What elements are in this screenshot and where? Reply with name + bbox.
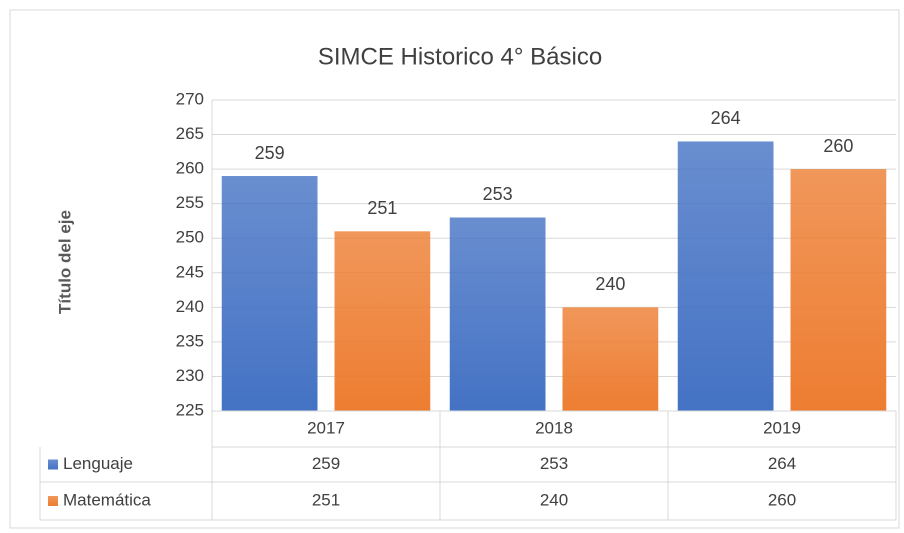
y-tick-label: 255 [176,193,204,212]
y-tick-label: 250 [176,228,204,247]
table-value: 240 [540,490,568,509]
value-label: 253 [483,184,513,204]
value-label: 240 [595,274,625,294]
y-tick-label: 260 [176,159,204,178]
y-tick-label: 230 [176,366,204,385]
legend-label: Lenguaje [63,454,133,473]
x-tick-label: 2018 [535,418,573,437]
table-value: 251 [312,490,340,509]
table-value: 253 [540,454,568,473]
y-tick-label: 245 [176,262,204,281]
y-tick-label: 240 [176,297,204,316]
value-label: 264 [711,108,741,128]
x-tick-label: 2019 [763,418,801,437]
x-tick-label: 2017 [307,418,345,437]
bar [790,169,887,411]
y-tick-label: 270 [176,89,204,108]
legend-swatch [48,496,58,506]
y-tick-label: 265 [176,124,204,143]
bar [562,307,659,411]
y-tick-label: 225 [176,400,204,419]
value-label: 260 [823,136,853,156]
value-label: 251 [367,198,397,218]
y-tick-label: 235 [176,331,204,350]
legend-label: Matemática [63,490,151,509]
value-label: 259 [255,143,285,163]
table-value: 264 [768,454,796,473]
y-axis-title: Título del eje [55,210,74,314]
bar [677,141,774,411]
bar [334,231,431,411]
chart-title: SIMCE Historico 4° Básico [318,43,602,70]
table-value: 260 [768,490,796,509]
table-value: 259 [312,454,340,473]
legend-swatch [48,459,58,470]
bar [449,217,546,411]
bar [221,176,318,411]
